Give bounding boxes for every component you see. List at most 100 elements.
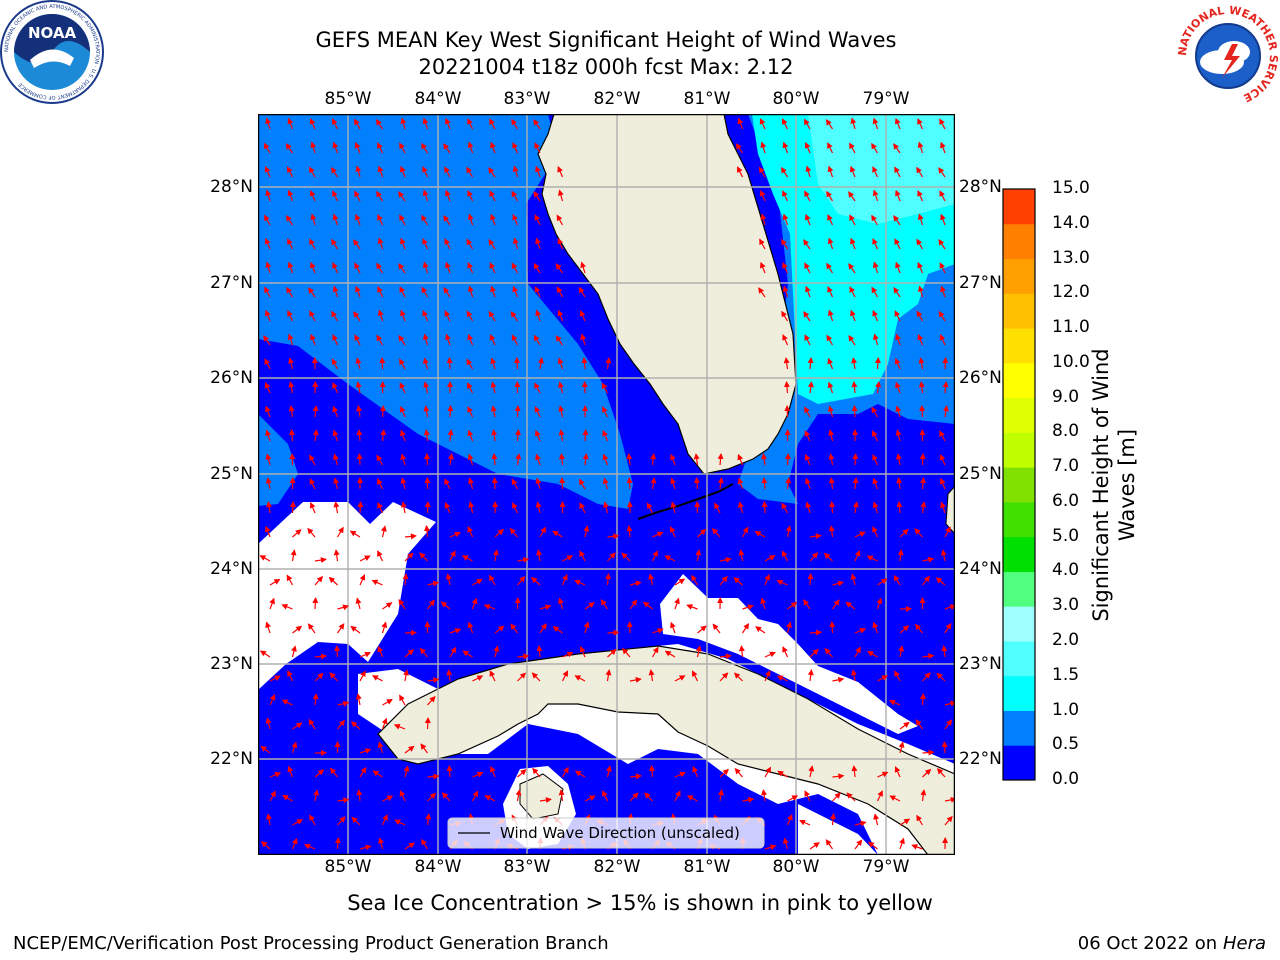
wave-direction-arrow xyxy=(918,357,925,370)
wave-direction-arrow xyxy=(626,477,633,490)
wave-direction-arrow xyxy=(376,262,384,274)
wave-direction-arrow xyxy=(331,310,339,322)
wave-direction-arrow xyxy=(539,797,552,804)
wave-direction-arrow xyxy=(269,771,282,778)
wave-direction-arrow xyxy=(852,453,859,466)
wave-direction-arrow xyxy=(445,261,451,274)
wave-direction-arrow xyxy=(512,285,519,298)
wave-direction-arrow xyxy=(332,285,339,298)
wave-direction-arrow xyxy=(424,717,431,730)
wave-direction-arrow xyxy=(561,670,569,682)
wave-direction-arrow xyxy=(826,190,834,202)
wave-direction-arrow xyxy=(581,357,588,370)
wave-direction-arrow xyxy=(629,580,642,587)
wave-direction-arrow xyxy=(781,118,789,130)
wave-direction-arrow xyxy=(472,578,483,586)
colorbar xyxy=(1002,188,1036,781)
wave-direction-arrow xyxy=(872,189,879,202)
wave-direction-arrow xyxy=(534,429,541,442)
wave-direction-arrow xyxy=(292,819,303,826)
wave-direction-arrow xyxy=(265,477,272,490)
wave-direction-arrow xyxy=(510,311,518,322)
wave-direction-arrow xyxy=(764,670,771,682)
lon-label-bottom-83w: 83°W xyxy=(503,857,551,877)
wave-direction-arrow xyxy=(292,625,303,634)
footer-date-text: 06 Oct 2022 on xyxy=(1077,933,1223,954)
wave-direction-arrow xyxy=(288,381,295,394)
wave-direction-arrow xyxy=(535,453,541,466)
wave-direction-arrow xyxy=(291,837,298,850)
wave-direction-arrow xyxy=(670,477,676,490)
wave-direction-arrow xyxy=(918,381,925,394)
wave-direction-arrow xyxy=(494,528,504,538)
wave-direction-arrow xyxy=(845,601,856,610)
wave-direction-arrow xyxy=(848,263,856,274)
wave-height-map: Wind Wave Direction (unscaled) xyxy=(258,114,955,855)
wave-direction-arrow xyxy=(371,579,383,586)
wave-direction-arrow xyxy=(919,693,926,706)
wave-direction-arrow xyxy=(517,769,527,778)
wave-direction-arrow xyxy=(422,166,429,178)
wave-direction-arrow xyxy=(944,526,951,538)
wave-direction-arrow xyxy=(809,648,819,658)
wave-direction-arrow xyxy=(828,477,835,490)
wave-direction-arrow xyxy=(759,261,766,274)
wave-direction-arrow xyxy=(512,165,519,178)
wave-direction-arrow xyxy=(742,797,755,803)
wave-direction-arrow xyxy=(332,405,339,418)
wave-direction-arrow xyxy=(353,239,361,250)
wave-direction-arrow xyxy=(804,406,811,418)
wave-direction-arrow xyxy=(823,552,833,562)
wave-direction-arrow xyxy=(399,382,406,394)
nws-logo: NATIONAL WEATHER SERVICE xyxy=(1176,4,1280,104)
lat-label-right-27n: 27°N xyxy=(959,273,1002,293)
wave-direction-arrow xyxy=(911,844,923,850)
wave-direction-arrow xyxy=(533,190,541,202)
wave-direction-arrow xyxy=(894,238,901,250)
wave-direction-arrow xyxy=(866,555,878,562)
wave-direction-arrow xyxy=(733,577,743,586)
wave-direction-arrow xyxy=(287,261,294,274)
wave-direction-arrow xyxy=(353,118,361,130)
wave-direction-arrow xyxy=(356,453,363,466)
footer-left-credit: NCEP/EMC/Verification Post Processing Pr… xyxy=(13,933,609,954)
colorbar-tick-label: 5.0 xyxy=(1052,525,1080,546)
wave-direction-arrow xyxy=(445,189,451,202)
wave-direction-arrow xyxy=(584,602,595,610)
wave-direction-arrow xyxy=(877,675,888,682)
wave-direction-arrow xyxy=(512,142,519,154)
wave-direction-arrow xyxy=(916,238,924,250)
wave-direction-arrow xyxy=(872,526,879,538)
wave-direction-arrow xyxy=(602,790,609,802)
wave-direction-arrow xyxy=(850,117,857,130)
wave-direction-arrow xyxy=(896,501,903,514)
wave-direction-arrow xyxy=(643,601,653,610)
wave-direction-arrow xyxy=(488,310,496,322)
colorbar-tick-label: 2.0 xyxy=(1052,629,1080,650)
wave-direction-arrow xyxy=(334,837,341,850)
wave-direction-arrow xyxy=(309,501,316,514)
wave-direction-arrow xyxy=(693,453,700,466)
wave-direction-arrow xyxy=(809,629,822,636)
wave-direction-arrow xyxy=(669,526,676,538)
wave-direction-arrow xyxy=(809,552,819,562)
wave-direction-arrow xyxy=(803,311,811,322)
noaa-logo: NOAA NATIONAL OCEANIC AND ATMOSPHERIC AD… xyxy=(0,0,104,104)
wave-direction-arrow xyxy=(719,653,732,660)
wave-direction-arrow xyxy=(537,357,544,370)
wave-direction-arrow xyxy=(562,555,574,562)
wave-direction-arrow xyxy=(468,501,475,514)
wave-direction-arrow xyxy=(489,262,496,274)
wave-direction-arrow xyxy=(281,603,293,610)
wave-direction-arrow xyxy=(312,405,319,418)
wave-direction-arrow xyxy=(467,406,474,418)
wave-direction-arrow xyxy=(691,670,699,682)
wave-direction-arrow xyxy=(936,768,946,778)
wave-direction-arrow xyxy=(292,722,303,730)
wave-direction-arrow xyxy=(466,166,474,178)
wave-direction-arrow xyxy=(922,749,935,756)
colorbar-segment xyxy=(1003,432,1035,468)
wave-direction-arrow xyxy=(737,501,744,514)
wave-direction-arrow xyxy=(664,650,676,658)
wave-direction-arrow xyxy=(427,773,440,780)
